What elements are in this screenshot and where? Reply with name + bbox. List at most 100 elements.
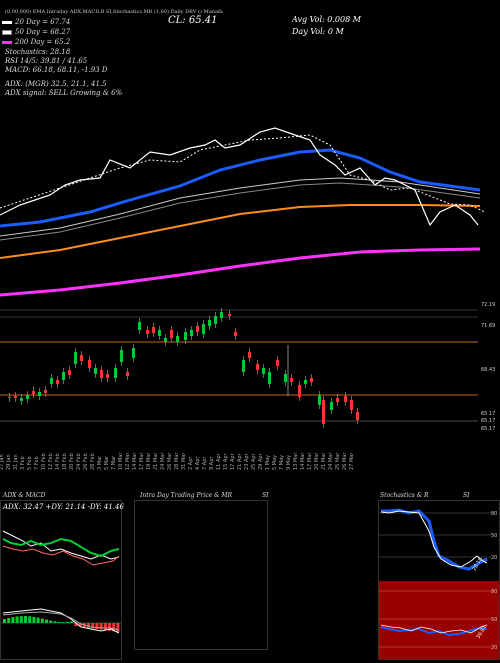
close-price: CL: 65.41 (168, 15, 218, 26)
date-label-12: 26 Feb (83, 453, 89, 470)
date-label-5: 7 Feb (34, 456, 40, 470)
candle-7 (50, 378, 53, 384)
candle-43 (284, 374, 287, 382)
macd-bar-23 (99, 623, 103, 630)
date-label-0: 27 Jan (0, 454, 5, 470)
candle-9 (62, 372, 65, 380)
date-label-48: 25 Mar (335, 452, 341, 470)
intraday-panel-title: Intra Day Trading Price & MR (140, 492, 233, 499)
candle-36 (234, 332, 237, 336)
date-label-14: 3 Mar (97, 455, 103, 470)
stoch-k-line (381, 508, 488, 571)
candle-38 (248, 352, 251, 358)
stoch-rsi-panel: 80 50 20 80 50 20 28.18 39.81 (378, 500, 500, 660)
macd-bar-1 (7, 618, 11, 623)
rsi-signal-line (380, 624, 488, 634)
stoch-tick-2: 20 (491, 555, 497, 561)
candle-53 (350, 400, 353, 410)
stoch-panel-title: Stochastics & R (380, 492, 429, 499)
candle-15 (100, 370, 103, 378)
macd-bar-7 (32, 616, 36, 623)
candle-31 (202, 324, 205, 334)
date-label-28: 4 Apr (195, 456, 201, 470)
date-label-7: 12 Feb (48, 453, 54, 470)
candle-35 (228, 314, 231, 316)
candle-10 (68, 370, 71, 375)
intraday-panel (134, 500, 268, 650)
price-label-1: 71.69 (481, 323, 495, 329)
date-label-6: 10 Feb (41, 453, 47, 470)
date-label-21: 19 Mar (146, 452, 152, 470)
macd-bar-22 (95, 623, 99, 629)
rsi-readout: RSI 14/5: 39.81 / 41.65 (5, 57, 88, 65)
candle-23 (152, 327, 155, 333)
date-label-37: 29 Apr (258, 452, 264, 470)
price-label-2: 68.43 (481, 367, 495, 373)
date-label-31: 11 Apr (216, 452, 222, 470)
candle-34 (220, 312, 223, 318)
rsi-background (379, 581, 499, 659)
stoch-panel-si: SI (463, 492, 470, 499)
date-label-40: 7 May (279, 455, 285, 470)
macd-bar-0 (3, 619, 6, 623)
rsi-line (380, 626, 488, 637)
date-label-4: 5 Feb (27, 456, 33, 470)
date-label-19: 14 Mar (132, 452, 138, 470)
macd-bar-26 (112, 623, 116, 632)
candle-33 (214, 316, 217, 324)
adx-panel: ADX: 32.47 +DY: 21.14 -DY: 41.46 (0, 500, 124, 660)
macd-signal-line (2, 611, 120, 631)
candle-5 (38, 392, 41, 396)
candle-25 (164, 338, 167, 342)
stoch-d-line (380, 510, 488, 568)
candle-17 (114, 368, 117, 378)
date-label-8: 14 Feb (55, 453, 61, 470)
candle-49 (322, 400, 325, 424)
price-label-0: 72.19 (481, 302, 495, 308)
candle-13 (88, 360, 91, 368)
candle-2 (20, 398, 23, 401)
candle-51 (336, 398, 339, 402)
legend-20-day: 20 Day = 67.74 (2, 18, 70, 26)
adx-signal: ADX signal: SELL Growing & 6% (5, 89, 123, 97)
date-label-29: 7 Apr (202, 456, 208, 470)
candle-12 (80, 355, 83, 361)
date-label-30: 9 Apr (209, 456, 215, 470)
candle-27 (176, 336, 179, 342)
date-label-20: 17 Mar (139, 452, 145, 470)
candle-8 (56, 380, 59, 384)
macd-line (2, 608, 120, 634)
macd-bar-17 (74, 623, 78, 626)
date-label-35: 23 Apr (244, 452, 250, 470)
macd-readout: MACD: 66.18, 68.11, -1.93 D (5, 66, 108, 74)
date-label-39: 5 May (272, 455, 278, 470)
ema-legend: 20 Day = 67.74 50 Day = 68.27 200 Day = … (2, 18, 70, 46)
rsi-tick-2: 20 (491, 645, 497, 651)
ema-200-line (0, 247, 481, 297)
candle-39 (256, 364, 259, 370)
minus-di-line (2, 545, 120, 566)
candle-46 (304, 380, 307, 384)
candle-4 (32, 391, 35, 394)
candle-3 (26, 395, 29, 399)
price-line (0, 127, 479, 227)
macd-bar-8 (36, 617, 40, 623)
date-label-10: 20 Feb (69, 453, 75, 470)
legend-200-swatch (2, 40, 12, 44)
candle-21 (138, 322, 141, 330)
candle-28 (184, 332, 187, 340)
candle-16 (106, 374, 109, 378)
macd-bar-24 (103, 623, 107, 631)
date-label-27: 2 Apr (188, 456, 194, 470)
date-label-23: 24 Mar (160, 452, 166, 470)
adx-panel-title: ADX & MACD (3, 492, 46, 499)
price-label-3: 65.17 (481, 411, 495, 417)
date-label-32: 15 Apr (223, 452, 229, 470)
day-volume: Day Vol: 0 M (292, 27, 344, 36)
adx-values: ADX: 32.47 +DY: 21.14 -DY: 41.46 (3, 503, 124, 511)
candle-22 (146, 330, 149, 334)
candle-1 (14, 396, 17, 398)
date-label-46: 21 Mar (321, 452, 327, 470)
date-label-9: 18 Feb (62, 453, 68, 470)
